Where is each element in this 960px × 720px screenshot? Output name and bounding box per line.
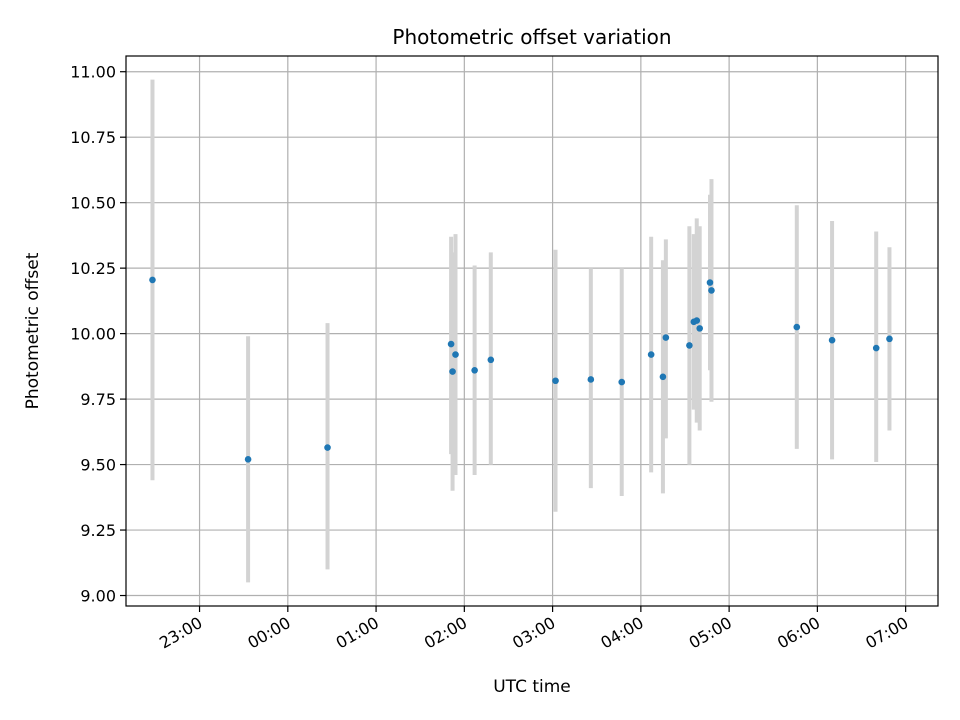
data-point: [471, 366, 478, 374]
data-point: [487, 356, 495, 364]
data-point: [452, 351, 459, 358]
y-tick-label: 10.00: [70, 325, 116, 344]
error-bars: [150, 79, 892, 583]
chart-title: Photometric offset variation: [392, 25, 671, 49]
data-point: [708, 287, 715, 294]
data-point: [647, 351, 655, 358]
y-tick-label: 11.00: [70, 63, 116, 82]
y-axis-label: Photometric offset: [23, 252, 43, 409]
x-tick-label: 23:00: [156, 613, 205, 653]
x-tick-label: 06:00: [774, 613, 823, 653]
data-point: [662, 334, 670, 341]
x-tick-label: 07:00: [862, 613, 911, 653]
data-point: [886, 335, 893, 343]
data-point: [706, 279, 714, 286]
data-points: [149, 276, 893, 463]
data-point: [659, 373, 667, 381]
x-tick-label: 01:00: [333, 613, 382, 653]
x-axis: 23:00 00:00 01:00 02:00 03:00 04:00 05:00 06:00…: [156, 606, 912, 653]
x-tick-label: 05:00: [686, 613, 735, 653]
y-tick-label: 10.25: [70, 259, 116, 278]
x-tick-label: 00:00: [244, 613, 293, 653]
plot-frame: [125, 55, 939, 607]
data-point: [686, 342, 693, 349]
x-tick-label: 04:00: [597, 613, 646, 653]
data-point: [149, 276, 156, 284]
data-point: [449, 368, 456, 375]
grid-lines: [126, 56, 938, 606]
data-point: [793, 323, 801, 331]
x-tick-label: 03:00: [509, 613, 558, 653]
y-tick-label: 10.50: [70, 194, 116, 213]
data-point: [618, 378, 626, 386]
x-axis-label: UTC time: [493, 677, 571, 697]
data-point: [552, 377, 559, 385]
x-tick-label: 02:00: [421, 613, 470, 653]
y-tick-label: 10.75: [70, 128, 116, 147]
data-point: [324, 444, 331, 451]
data-point: [447, 340, 455, 348]
data-point: [693, 317, 701, 324]
y-axis: 9.00 9.25 9.50 9.75 10.00 10.25 10.50 10.75 11.0…: [70, 63, 126, 606]
data-point: [587, 376, 595, 383]
data-point: [872, 344, 880, 352]
data-point: [696, 325, 703, 332]
data-point: [828, 336, 836, 344]
y-tick-label: 9.50: [80, 456, 116, 475]
y-tick-label: 9.25: [80, 521, 116, 540]
data-point: [244, 456, 252, 463]
y-tick-label: 9.00: [80, 587, 116, 606]
y-tick-label: 9.75: [80, 390, 116, 409]
